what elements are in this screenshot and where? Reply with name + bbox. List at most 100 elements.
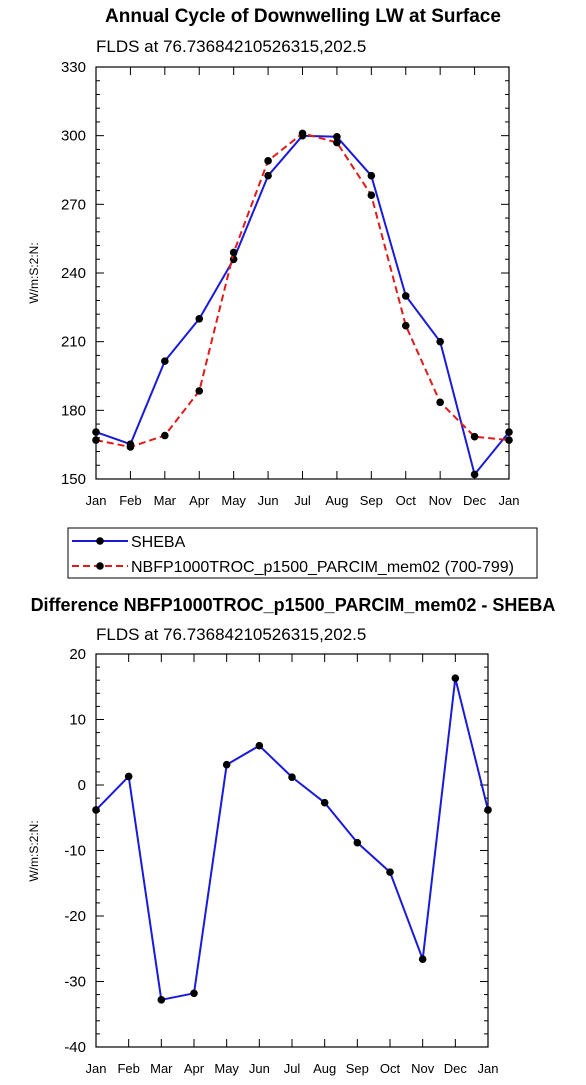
y-tick-label: -20 bbox=[64, 908, 86, 925]
x-tick-label: Mar bbox=[150, 1061, 173, 1076]
x-tick-label: Dec bbox=[463, 493, 487, 508]
data-point bbox=[505, 428, 513, 436]
legend-sheba-marker bbox=[96, 537, 104, 545]
x-tick-label: Dec bbox=[444, 1061, 468, 1076]
data-point bbox=[157, 996, 166, 1004]
data-point bbox=[505, 436, 513, 444]
x-tick-label: Oct bbox=[380, 1061, 401, 1076]
data-point bbox=[255, 741, 264, 750]
legend-sheba-label: SHEBA bbox=[131, 534, 186, 551]
legend-entry-model: NBFP1000TROC_p1500_PARCIM_mem02 (700-799… bbox=[72, 559, 514, 576]
legend-model-label: NBFP1000TROC_p1500_PARCIM_mem02 (700-799… bbox=[131, 559, 514, 576]
data-point bbox=[195, 387, 204, 395]
chart2-subtitle: FLDS at 76.73684210526315,202.5 bbox=[96, 625, 366, 644]
y-tick-label: 150 bbox=[61, 471, 86, 488]
data-point bbox=[484, 806, 492, 814]
y-tick-label: 180 bbox=[61, 402, 86, 419]
x-tick-label: Jan bbox=[478, 1061, 499, 1076]
data-point bbox=[124, 772, 133, 781]
chart1-ylabel: W/m:S:2:N: bbox=[27, 242, 41, 303]
x-tick-label: Mar bbox=[154, 493, 177, 508]
x-tick-label: Jan bbox=[499, 493, 520, 508]
data-point bbox=[190, 989, 198, 998]
data-point bbox=[436, 337, 444, 346]
x-tick-label: Sep bbox=[346, 1061, 369, 1076]
data-point bbox=[386, 868, 394, 876]
chart2-series bbox=[92, 674, 492, 1004]
data-point bbox=[353, 838, 362, 847]
x-tick-label: May bbox=[214, 1061, 239, 1076]
data-point bbox=[264, 171, 272, 180]
data-point bbox=[470, 470, 479, 479]
data-point bbox=[367, 171, 376, 180]
x-tick-label: Jan bbox=[86, 1061, 107, 1076]
chart1-title: Annual Cycle of Downwelling LW at Surfac… bbox=[105, 6, 501, 27]
x-tick-label: Feb bbox=[119, 493, 141, 508]
legend: SHEBA NBFP1000TROC_p1500_PARCIM_mem02 (7… bbox=[67, 527, 538, 579]
data-point bbox=[195, 314, 204, 323]
data-point bbox=[92, 428, 100, 436]
y-tick-label: -40 bbox=[64, 1039, 86, 1056]
chart2-y-tick-labels: -40 -30 -20 -10 0 10 20 bbox=[64, 646, 86, 1056]
x-tick-label: Aug bbox=[325, 493, 348, 508]
x-tick-label: Apr bbox=[184, 1061, 205, 1076]
series-line-1 bbox=[95, 132, 510, 448]
y-tick-label: 210 bbox=[61, 334, 86, 351]
data-point bbox=[92, 806, 100, 814]
data-point bbox=[436, 398, 444, 407]
y-tick-label: 20 bbox=[69, 646, 86, 663]
y-tick-label: 270 bbox=[61, 196, 86, 213]
data-point bbox=[418, 955, 427, 964]
chart2-ylabel: W/m:S:2:N: bbox=[27, 820, 41, 881]
data-point bbox=[298, 129, 307, 138]
data-point bbox=[126, 443, 135, 451]
difference-chart: Difference NBFP1000TROC_p1500_PARCIM_mem… bbox=[27, 595, 555, 1076]
chart1-ticks bbox=[95, 66, 510, 480]
data-point bbox=[288, 773, 296, 781]
data-point bbox=[367, 191, 376, 199]
x-tick-label: Jun bbox=[258, 493, 279, 508]
x-tick-label: Jul bbox=[284, 1061, 301, 1076]
y-tick-label: 0 bbox=[78, 777, 86, 794]
y-tick-label: 300 bbox=[61, 128, 86, 145]
y-tick-label: -10 bbox=[64, 843, 86, 860]
series-line-0 bbox=[95, 134, 510, 476]
chart2-plot-frame bbox=[95, 653, 489, 1048]
data-point bbox=[333, 133, 341, 141]
x-tick-label: Sep bbox=[360, 493, 383, 508]
legend-box bbox=[67, 527, 538, 579]
x-tick-label: Nov bbox=[429, 493, 453, 508]
y-tick-label: -30 bbox=[64, 974, 86, 991]
chart1-series bbox=[92, 129, 513, 479]
x-tick-label: Jan bbox=[86, 493, 107, 508]
x-tick-label: Jul bbox=[294, 493, 311, 508]
series-line-0 bbox=[95, 677, 489, 1001]
legend-entry-sheba: SHEBA bbox=[72, 534, 186, 551]
data-point bbox=[264, 157, 272, 165]
x-tick-label: Jun bbox=[249, 1061, 270, 1076]
chart1-plot-frame bbox=[95, 66, 510, 480]
x-tick-label: May bbox=[221, 493, 246, 508]
data-point bbox=[222, 760, 231, 769]
legend-model-marker bbox=[96, 562, 104, 570]
data-point bbox=[333, 138, 341, 147]
y-tick-label: 240 bbox=[61, 265, 86, 282]
chart2-ticks bbox=[95, 653, 489, 1048]
chart2-title: Difference NBFP1000TROC_p1500_PARCIM_mem… bbox=[31, 595, 556, 615]
data-point bbox=[92, 436, 100, 444]
x-tick-label: Oct bbox=[396, 493, 417, 508]
data-point bbox=[161, 431, 169, 440]
x-tick-label: Aug bbox=[313, 1061, 336, 1076]
data-point bbox=[320, 798, 329, 807]
chart2-x-tick-labels: Jan Feb Mar Apr May Jun Jul Aug Sep Oct Nov Dec Jan bbox=[86, 1061, 499, 1076]
x-tick-label: Nov bbox=[411, 1061, 435, 1076]
annual-cycle-chart: Annual Cycle of Downwelling LW at Surfac… bbox=[27, 6, 519, 508]
y-tick-label: 10 bbox=[69, 712, 86, 729]
data-point bbox=[470, 432, 479, 441]
chart1-x-tick-labels: Jan Feb Mar Apr May Jun Jul Aug Sep Oct Nov Dec Jan bbox=[86, 493, 520, 508]
x-tick-label: Feb bbox=[117, 1061, 139, 1076]
x-tick-label: Apr bbox=[189, 493, 210, 508]
data-point bbox=[229, 248, 238, 257]
chart1-subtitle: FLDS at 76.73684210526315,202.5 bbox=[96, 37, 366, 56]
